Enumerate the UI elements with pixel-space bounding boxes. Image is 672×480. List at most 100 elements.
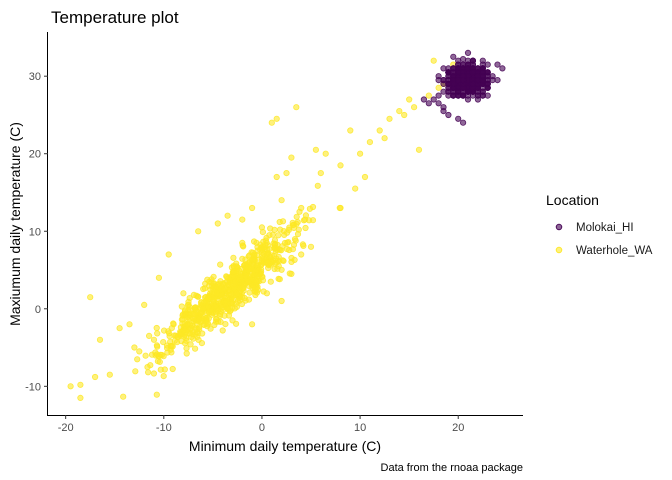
data-point-waterhole <box>231 280 238 287</box>
data-point-molokai <box>455 88 462 95</box>
data-point-molokai <box>450 65 457 72</box>
data-point-waterhole <box>190 310 197 318</box>
data-point-waterhole <box>67 383 74 390</box>
data-point-waterhole <box>92 373 99 381</box>
data-point-waterhole <box>265 264 272 272</box>
data-point-waterhole <box>180 290 187 297</box>
data-point-waterhole <box>283 170 290 177</box>
data-point-molokai <box>484 80 491 88</box>
data-point-molokai <box>450 53 457 60</box>
data-point-waterhole <box>356 150 364 157</box>
data-point-molokai <box>469 69 476 76</box>
data-point-molokai <box>459 61 467 68</box>
data-point-waterhole <box>309 203 317 211</box>
data-point-waterhole <box>268 252 275 259</box>
data-point-waterhole <box>170 321 177 328</box>
data-point-waterhole <box>347 127 354 134</box>
data-point-waterhole <box>381 135 388 142</box>
data-point-waterhole <box>286 246 293 254</box>
data-point-molokai <box>459 55 467 63</box>
data-point-waterhole <box>243 272 250 279</box>
data-point-waterhole <box>106 371 113 378</box>
data-point-waterhole <box>203 314 210 321</box>
data-point-waterhole <box>249 204 256 212</box>
data-point-molokai <box>459 92 467 99</box>
data-point-waterhole <box>217 310 224 318</box>
data-point-waterhole <box>181 312 188 319</box>
data-point-molokai <box>440 108 447 115</box>
data-point-waterhole <box>288 270 295 277</box>
data-point-waterhole <box>207 325 214 332</box>
data-point-waterhole <box>278 197 285 204</box>
data-point-waterhole <box>150 370 157 377</box>
chart-title: Temperature plot <box>51 8 179 27</box>
data-point-waterhole <box>229 317 236 324</box>
data-point-waterhole <box>298 251 305 258</box>
data-point-waterhole <box>184 320 191 328</box>
data-point-waterhole <box>201 285 208 292</box>
data-point-waterhole <box>166 330 173 337</box>
chart-caption: Data from the rnoaa package <box>381 462 523 474</box>
data-point-waterhole <box>273 173 280 181</box>
data-point-waterhole <box>288 258 295 265</box>
data-point-waterhole <box>186 294 193 302</box>
data-point-molokai <box>469 80 476 88</box>
data-point-waterhole <box>314 182 321 189</box>
data-point-waterhole <box>275 232 282 239</box>
data-point-waterhole <box>87 294 94 301</box>
data-point-waterhole <box>317 170 324 177</box>
data-point-waterhole <box>278 297 285 305</box>
data-point-waterhole <box>290 241 298 248</box>
data-point-waterhole <box>242 297 249 304</box>
data-point-waterhole <box>156 358 163 365</box>
data-point-waterhole <box>209 282 216 290</box>
data-point-waterhole <box>231 273 238 280</box>
x-axis-title: Minimum daily temperature (C) <box>189 438 381 454</box>
data-point-waterhole <box>430 57 437 64</box>
data-point-waterhole <box>266 232 273 239</box>
data-point-waterhole <box>254 262 262 269</box>
data-point-waterhole <box>192 345 199 352</box>
y-tick-label: 30 <box>29 71 41 83</box>
data-point-waterhole <box>263 290 270 297</box>
data-point-waterhole <box>299 241 306 248</box>
data-point-waterhole <box>307 243 315 250</box>
data-point-molokai <box>479 57 486 64</box>
data-point-waterhole <box>212 303 219 310</box>
legend-key-molokai <box>555 223 563 231</box>
data-point-waterhole <box>275 246 282 253</box>
data-point-waterhole <box>171 337 178 344</box>
data-point-waterhole <box>193 292 200 299</box>
data-point-waterhole <box>276 218 283 226</box>
data-point-waterhole <box>154 330 161 337</box>
data-point-waterhole <box>257 246 264 253</box>
data-point-waterhole <box>120 393 127 400</box>
data-point-waterhole <box>293 104 300 111</box>
data-point-molokai <box>499 65 506 72</box>
data-point-waterhole <box>116 325 123 332</box>
plot-panel: -20 -10 0 10 20 -10 0 10 20 30 <box>25 32 523 434</box>
y-tick-label: 20 <box>29 149 41 161</box>
data-point-waterhole <box>150 336 158 343</box>
x-axis-ticks: -20 -10 0 10 20 <box>58 415 464 434</box>
data-point-waterhole <box>337 162 344 169</box>
data-point-molokai <box>464 49 472 57</box>
data-point-waterhole <box>293 213 300 220</box>
data-point-waterhole <box>249 321 256 328</box>
data-point-waterhole <box>185 301 192 308</box>
data-point-waterhole <box>286 224 293 231</box>
data-point-waterhole <box>396 108 403 115</box>
y-axis-ticks: -10 0 10 20 30 <box>25 71 48 393</box>
data-point-waterhole <box>186 315 193 322</box>
data-point-waterhole <box>281 231 288 238</box>
data-point-waterhole <box>406 96 413 103</box>
x-tick-label: -10 <box>156 422 172 434</box>
data-point-waterhole <box>160 372 167 380</box>
data-point-waterhole <box>254 277 261 284</box>
data-point-waterhole <box>268 119 275 126</box>
data-point-waterhole <box>211 321 218 329</box>
data-point-waterhole <box>410 104 418 111</box>
data-point-molokai <box>420 96 427 103</box>
data-point-waterhole <box>196 315 203 323</box>
